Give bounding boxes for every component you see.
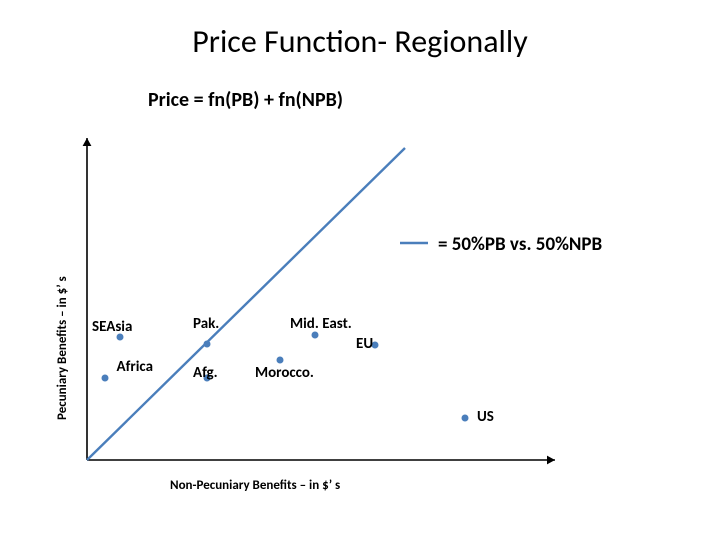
x-axis-label: Non-Pecuniary Benefits – in $’ s	[170, 478, 340, 493]
point-Africa	[102, 375, 109, 382]
point-label-Pak: Pak.	[193, 315, 219, 333]
point-label-EU: EU	[356, 335, 373, 353]
point-label-SEAsia: SEAsia	[92, 318, 132, 336]
page-title: Price Function- Regionally	[0, 22, 720, 61]
scatter-chart	[75, 130, 575, 470]
point-label-Morocco: Morocco.	[255, 364, 314, 382]
point-label-Africa: Africa	[117, 358, 153, 376]
point-label-MidEast: Mid. East.	[290, 315, 352, 333]
legend-label: = 50%PB vs. 50%NPB	[438, 233, 602, 256]
point-Pak	[204, 341, 211, 348]
point-Morocco	[277, 357, 284, 364]
equation-subtitle: Price = fn(PB) + fn(NPB)	[148, 88, 343, 112]
point-label-US: US	[477, 408, 494, 426]
y-axis-label: Pecuniary Benefits – in $’ s	[55, 276, 70, 420]
point-label-Afg: Afg.	[193, 364, 218, 382]
point-US	[462, 415, 469, 422]
